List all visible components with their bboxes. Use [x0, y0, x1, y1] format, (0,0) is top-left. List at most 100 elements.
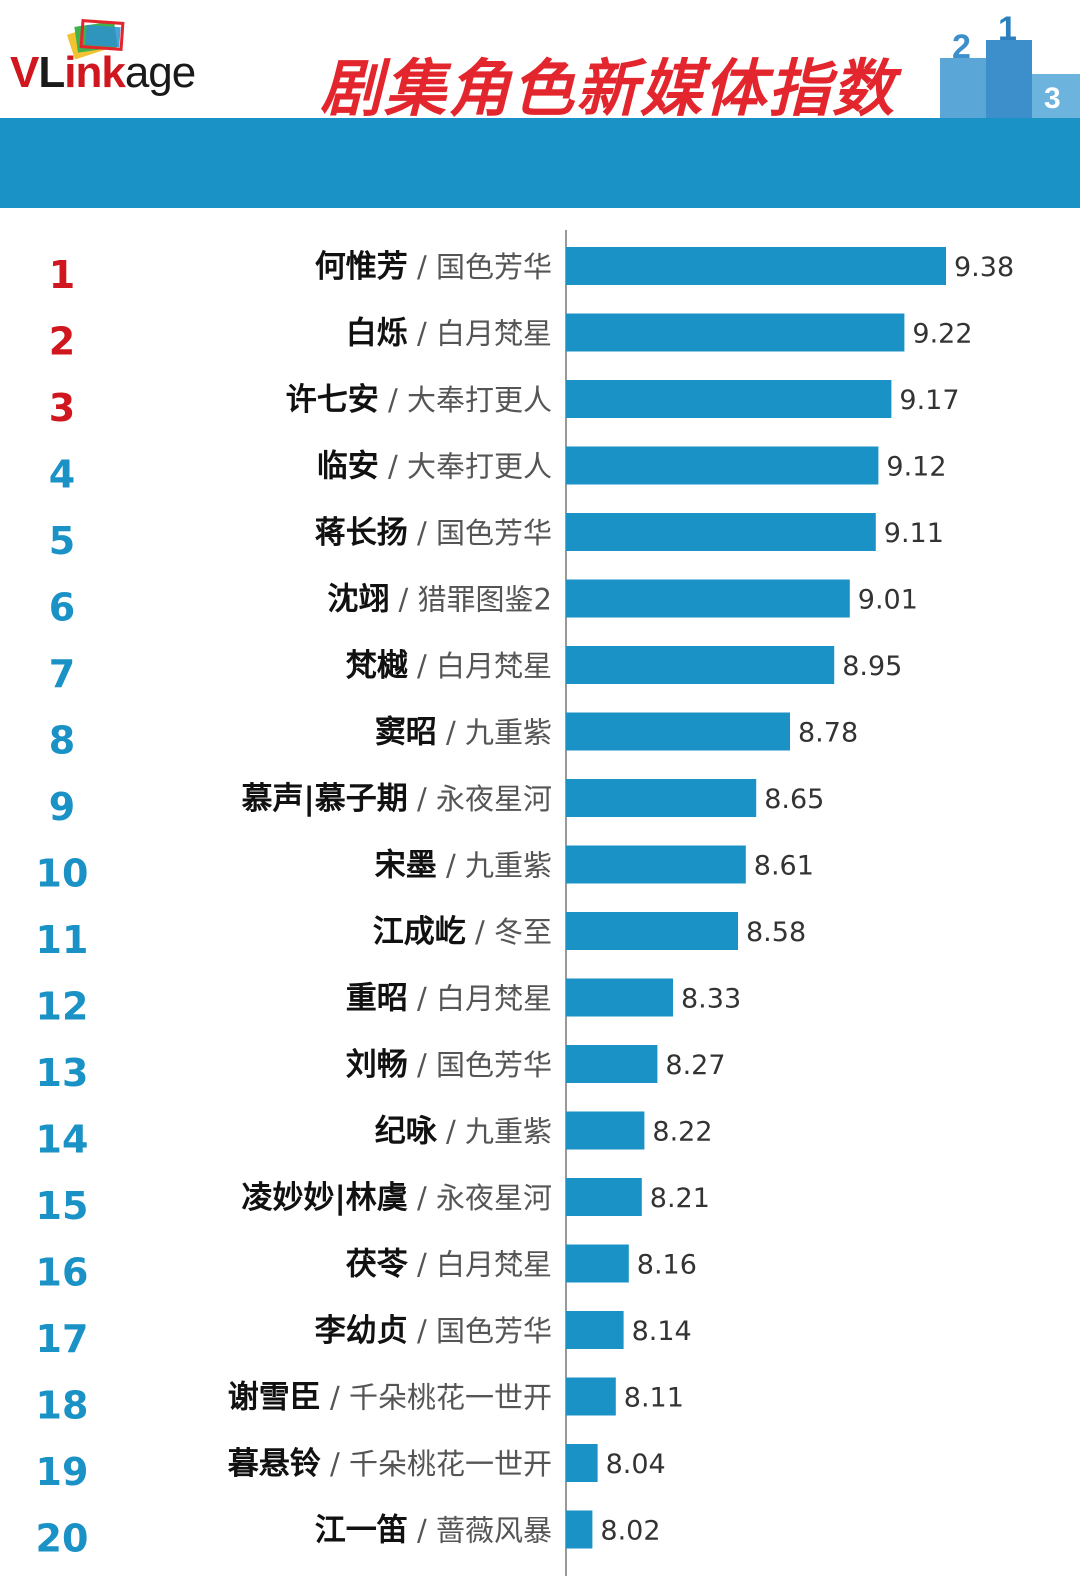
- logo-text: VLinkage: [10, 48, 196, 98]
- character-name: 茯苓: [346, 1247, 409, 1283]
- value-label: 8.78: [798, 718, 858, 749]
- podium-label-1: 1: [998, 14, 1017, 48]
- bar: [566, 646, 835, 684]
- show-name: / 千朵桃花一世开: [321, 1447, 552, 1481]
- character-name: 李幼贞: [315, 1313, 408, 1349]
- bar: [566, 1444, 598, 1482]
- category-label: 李幼贞 / 国色芳华: [315, 1313, 552, 1349]
- logo-cards-icon: [66, 19, 125, 60]
- show-name: / 九重紫: [437, 849, 552, 883]
- rank-label: 19: [36, 1450, 89, 1494]
- character-name: 慕声|慕子期: [241, 781, 407, 817]
- bar: [566, 845, 746, 884]
- rank-label: 2: [49, 320, 75, 364]
- category-label: 白烁 / 白月梵星: [346, 316, 552, 352]
- show-name: / 大奉打更人: [379, 450, 552, 484]
- bar: [566, 978, 673, 1017]
- logo-text-v: V: [10, 48, 39, 97]
- value-label: 8.33: [681, 984, 741, 1015]
- category-label: 暮悬铃 / 千朵桃花一世开: [228, 1446, 552, 1482]
- show-name: / 猎罪图鉴2: [389, 583, 552, 617]
- banner: [0, 118, 1080, 208]
- rank-label: 11: [36, 918, 89, 962]
- category-label: 重昭 / 白月梵星: [346, 981, 552, 1017]
- vlinkage-logo: VLinkage: [10, 18, 240, 108]
- value-label: 8.14: [632, 1316, 692, 1347]
- show-name: / 国色芳华: [408, 1048, 552, 1082]
- value-label: 8.04: [606, 1449, 666, 1480]
- character-name: 梵樾: [346, 648, 409, 684]
- category-label: 何惟芳 / 国色芳华: [315, 249, 552, 285]
- character-name: 暮悬铃: [228, 1446, 321, 1482]
- rank-label: 13: [36, 1051, 89, 1095]
- bar: [566, 513, 876, 551]
- category-label: 梵樾 / 白月梵星: [346, 648, 552, 684]
- category-label: 慕声|慕子期 / 永夜星河: [241, 781, 552, 817]
- bar: [566, 779, 757, 817]
- bar: [566, 247, 946, 285]
- show-name: / 白月梵星: [408, 1248, 552, 1282]
- bar: [566, 912, 738, 950]
- value-label: 9.17: [899, 385, 959, 416]
- rank-label: 20: [36, 1517, 89, 1561]
- category-label: 窦昭 / 九重紫: [375, 715, 552, 751]
- value-label: 9.01: [858, 585, 918, 616]
- value-label: 9.12: [886, 452, 946, 483]
- bar: [566, 1311, 624, 1349]
- rank-label: 12: [36, 985, 89, 1029]
- rank-label: 14: [36, 1118, 89, 1162]
- bar: [566, 579, 850, 618]
- value-label: 8.27: [665, 1050, 725, 1081]
- bar: [566, 446, 879, 485]
- category-label: 刘畅 / 国色芳华: [346, 1047, 552, 1083]
- bar: [566, 1178, 642, 1216]
- bar: [566, 1111, 645, 1150]
- value-label: 8.16: [637, 1250, 697, 1281]
- category-label: 沈翊 / 猎罪图鉴2: [327, 582, 552, 618]
- character-name: 何惟芳: [315, 249, 408, 285]
- category-label: 许七安 / 大奉打更人: [286, 382, 552, 418]
- character-name: 沈翊: [327, 582, 389, 618]
- bar: [566, 1510, 593, 1549]
- character-name: 重昭: [346, 981, 408, 1017]
- character-name: 纪咏: [375, 1114, 438, 1150]
- category-label: 临安 / 大奉打更人: [317, 449, 552, 485]
- category-label: 江一笛 / 蔷薇风暴: [315, 1513, 552, 1549]
- show-name: / 国色芳华: [408, 516, 552, 550]
- value-label: 9.11: [884, 518, 944, 549]
- character-name: 蒋长扬: [315, 515, 408, 551]
- rank-label: 3: [49, 386, 75, 430]
- show-name: / 白月梵星: [408, 317, 552, 351]
- bar: [566, 1045, 658, 1083]
- rank-label: 16: [36, 1251, 89, 1295]
- show-name: / 永夜星河: [408, 1181, 552, 1215]
- bar: [566, 712, 790, 751]
- rank-label: 7: [49, 652, 75, 696]
- page-title: 剧集角色新媒体指数: [320, 52, 897, 125]
- value-label: 8.95: [842, 651, 902, 682]
- logo-text-ink: ink: [64, 48, 126, 97]
- podium-icon: 2 1 3: [940, 14, 1080, 118]
- show-name: / 白月梵星: [408, 649, 552, 683]
- value-label: 8.22: [652, 1117, 712, 1148]
- character-name: 窦昭: [375, 715, 437, 751]
- character-name: 凌妙妙|林虞: [241, 1180, 407, 1216]
- show-name: / 国色芳华: [408, 250, 552, 284]
- category-label: 江成屹 / 冬至: [373, 914, 552, 950]
- logo-text-l: L: [38, 48, 65, 97]
- character-name: 江一笛: [315, 1513, 408, 1549]
- value-label: 8.11: [624, 1383, 684, 1414]
- character-name: 许七安: [286, 382, 379, 418]
- bar: [566, 380, 892, 418]
- value-label: 8.58: [746, 917, 806, 948]
- category-label: 宋墨 / 九重紫: [375, 848, 552, 884]
- bar: [566, 1377, 616, 1416]
- show-name: / 千朵桃花一世开: [321, 1381, 552, 1415]
- podium-label-2: 2: [952, 28, 971, 66]
- podium-label-3: 3: [1044, 82, 1061, 115]
- show-name: / 九重紫: [437, 716, 552, 750]
- character-name: 宋墨: [375, 848, 437, 884]
- show-name: / 永夜星河: [408, 782, 552, 816]
- value-label: 8.61: [754, 851, 814, 882]
- category-label: 蒋长扬 / 国色芳华: [315, 515, 552, 551]
